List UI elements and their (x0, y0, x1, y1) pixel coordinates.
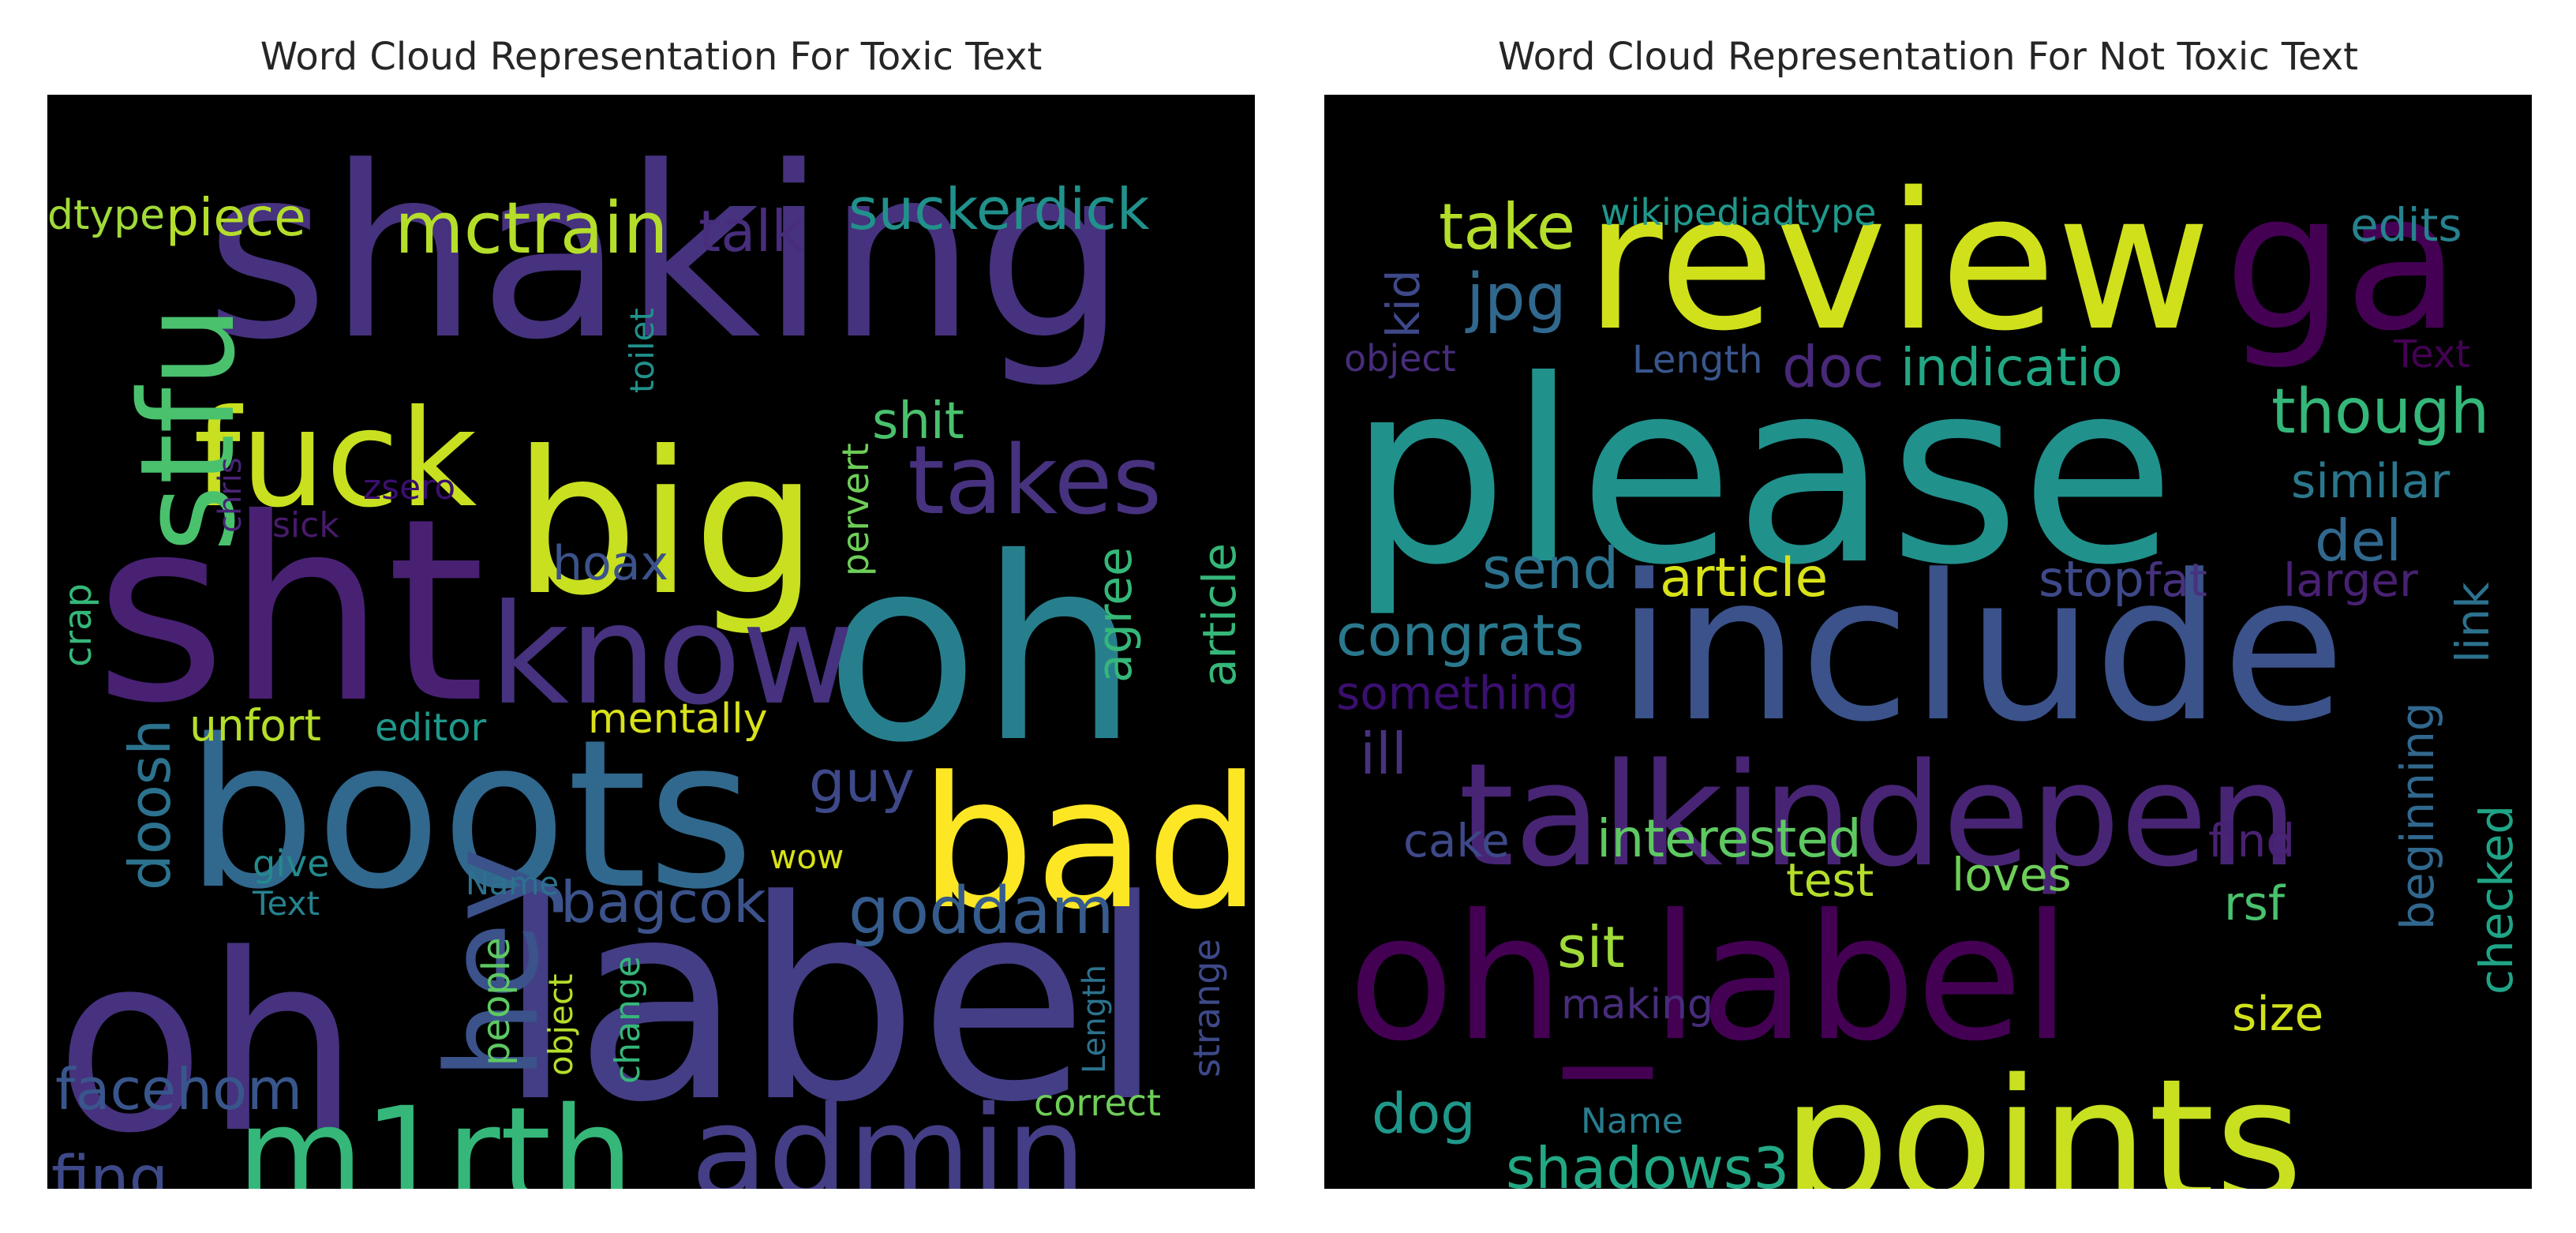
right-word-dog: dog (1372, 1081, 1476, 1146)
left-word-length: Length (1076, 965, 1113, 1074)
right-word-fat: fat (2145, 553, 2207, 607)
right-word-something: something (1336, 666, 1578, 720)
right-word-jpg: jpg (1465, 260, 1567, 335)
left-word-boots: boots (185, 696, 754, 935)
left-word-guy: guy (809, 748, 915, 815)
not-toxic-word-cloud: please review ga include talkindepen oh_label… (1324, 95, 2532, 1189)
right-word-del: del (2315, 508, 2402, 574)
right-word-loves: loves (1952, 848, 2072, 901)
left-word-bagcok: bagcok (560, 869, 766, 935)
left-word-big: big (513, 409, 818, 639)
right-word-doc: doc (1782, 334, 1884, 400)
left-word-takes: takes (908, 426, 1162, 536)
left-word-editor: editor (375, 706, 487, 750)
right-word-length: Length (1632, 338, 1763, 382)
right-word-cake: cake (1403, 814, 1510, 868)
right-word-take: take (1439, 190, 1575, 264)
left-word-unfort: unfort (189, 700, 321, 751)
left-word-article: article (1193, 543, 1246, 687)
left-word-crap: crap (56, 583, 100, 667)
right-word-larger: larger (2283, 553, 2418, 607)
toxic-word-cloud: shaking sht oh boots label oh big bad fuck stfu kn… (47, 95, 1255, 1189)
right-word-send: send (1482, 535, 1619, 602)
left-word-piece: piece (166, 187, 306, 248)
left-word-fuck: fuck (193, 381, 477, 538)
left-word-oh: oh (55, 902, 360, 1187)
right-word-sit: sit (1557, 914, 1625, 980)
right-word-beginning: beginning (2391, 702, 2444, 930)
right-word-though: though (2271, 377, 2489, 448)
right-word-article: article (1660, 547, 1828, 609)
right-word-listed: listed (1364, 1182, 1518, 1189)
right-word-ill: ill (1360, 721, 1407, 787)
right-word-edits: edits (2350, 198, 2462, 252)
left-word-goddam: goddam (848, 874, 1114, 949)
left-word-fing: fing (51, 1144, 168, 1189)
left-word-hoax: hoax (552, 536, 668, 591)
right-word-find: find (2208, 814, 2295, 868)
left-word-admin: admin (691, 1078, 1086, 1189)
right-word-test: test (1786, 853, 1874, 907)
left-word-mctrain: mctrain (395, 187, 668, 270)
right-word-name: Name (1581, 1101, 1683, 1141)
right-word-similar: similar (2291, 454, 2450, 509)
left-word-stfu: stfu (112, 305, 264, 553)
right-word-indicatio: indicatio (1900, 337, 2123, 398)
right-word-checked: checked (2469, 805, 2523, 995)
right-word-include: include (1616, 532, 2346, 766)
left-word-m1rth: m1rth (237, 1079, 634, 1189)
right-word-points: points (1782, 1042, 2303, 1189)
right-word-text: Text (2393, 332, 2470, 377)
left-word-suckerdick: suckerdick (848, 176, 1150, 242)
right-word-rsf: rsf (2224, 876, 2286, 931)
left-word-agree: agree (1088, 547, 1143, 683)
right-word-review: review (1585, 152, 2211, 373)
left-word-give: give (253, 842, 330, 885)
left-word-oh: oh (825, 504, 1140, 798)
right-word-link: link (2446, 582, 2499, 663)
left-word-doosh: doosh (117, 719, 183, 890)
left-panel-title: Word Cloud Representation For Toxic Text (260, 35, 1043, 79)
right-word-stop: stop (2039, 550, 2144, 608)
left-word-hey: hey (419, 847, 567, 1080)
left-word-people: people (474, 937, 519, 1066)
left-word-bad: bad (919, 739, 1255, 950)
right-word-wikipediadtype: wikipediadtype (1601, 191, 1876, 234)
left-word-wow: wow (769, 838, 844, 876)
left-word-name: Name (466, 866, 559, 902)
right-word-size: size (2232, 987, 2323, 1042)
right-word-making: making (1561, 981, 1713, 1029)
right-word-please: please (1348, 327, 2176, 620)
left-word-text: Text (252, 884, 320, 923)
left-word-zsero: zsero (363, 467, 455, 508)
left-word-strange: strange (1185, 939, 1228, 1077)
right-word-congrats: congrats (1336, 602, 1584, 669)
right-word-talkindepen: talkindepen (1458, 733, 2297, 898)
left-word-know: know (489, 575, 854, 736)
right-word-interested: interested (1597, 808, 1862, 869)
right-word-oh-label: oh_label (1348, 877, 2071, 1079)
right-word-kid: kid (1376, 269, 1430, 338)
left-word-shit: shit (872, 392, 964, 451)
left-word-correct: correct (1034, 1081, 1161, 1124)
left-word-talk: talk (698, 198, 804, 264)
left-word-dtype: dtype (47, 192, 165, 239)
right-word-ga: ga (2224, 152, 2460, 373)
left-word-mentally: mentally (588, 695, 768, 743)
right-word-shadows3: shadows3 (1506, 1135, 1789, 1189)
left-word-shaking: shaking (205, 116, 1127, 392)
left-word-change: change (608, 956, 648, 1084)
right-word-object: object (1344, 337, 1456, 380)
left-word-pervert: pervert (834, 443, 877, 576)
left-word-sick: sick (272, 505, 339, 545)
right-panel-title: Word Cloud Representation For Not Toxic … (1498, 35, 2358, 79)
left-word-object: object (541, 974, 580, 1076)
left-word-toilet: toilet (623, 308, 661, 393)
left-word-sht: sht (95, 465, 485, 759)
left-word-label: label (497, 841, 1165, 1163)
left-word-chris: chris (212, 457, 249, 533)
left-word-facehom: facehom (55, 1056, 302, 1122)
